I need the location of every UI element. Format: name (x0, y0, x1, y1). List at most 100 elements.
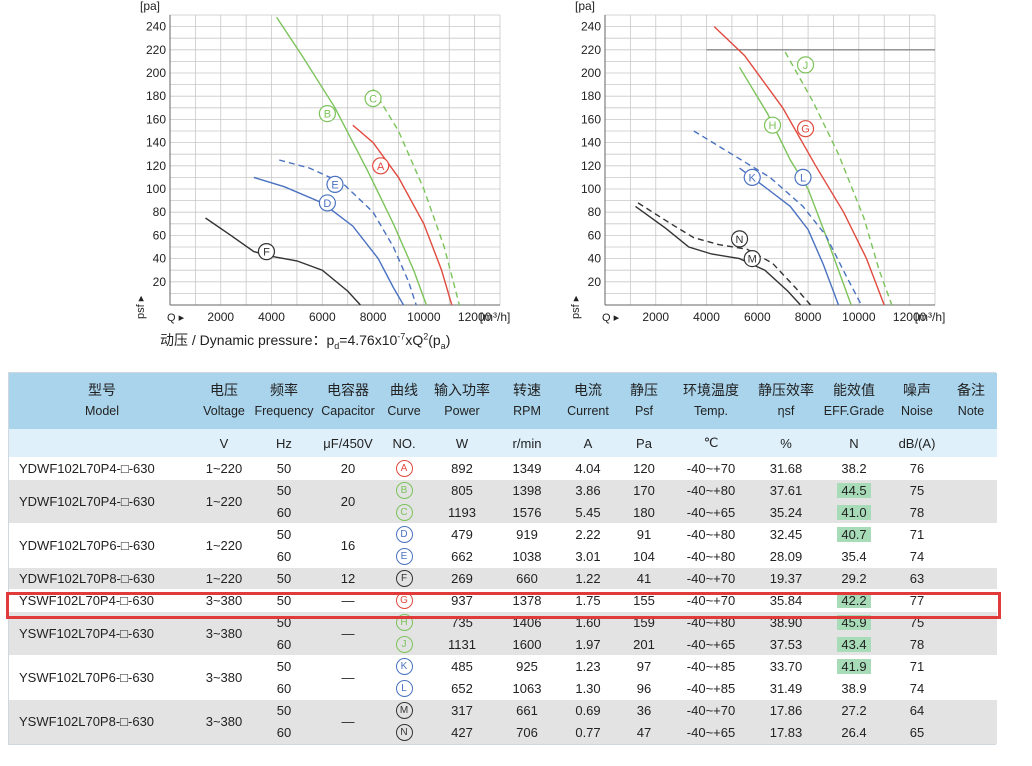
y-tick-label: 240 (581, 20, 601, 34)
table-row: YDWF102L70P8-□-630 1~220 50 12 F 269 660 1.22 41… (9, 567, 997, 590)
current-cell: 5.45 (557, 501, 619, 524)
current-cell: 1.75 (557, 589, 619, 612)
noise-cell: 63 (889, 567, 945, 590)
table-row: YSWF102L70P4-□-630 3~380 50— H 735 1406 1.60 15… (9, 611, 997, 656)
temp-cell: -40~+80 (669, 545, 753, 568)
curve-label-h: H (763, 116, 782, 134)
capacitor-cell: 20 (315, 479, 381, 524)
dynamic-pressure-formula: 动压 / Dynamic pressure：pd=4.76x10-7xQ2(pa… (160, 330, 450, 351)
y-tick-label: 200 (581, 66, 601, 80)
psf-cell: 47 (619, 721, 669, 744)
curve-label-a: A (372, 157, 390, 175)
x-tick-label: 4000 (693, 310, 720, 324)
formula-sub-d: d (334, 340, 340, 351)
noise-cell: 71 (889, 523, 945, 546)
temp-cell: -40~+80 (669, 611, 753, 634)
curve-badge: M (395, 702, 413, 720)
efficiency-cell: 19.37 (753, 567, 819, 590)
voltage-cell: 1~220 (195, 523, 253, 568)
noise-cell: 65 (889, 721, 945, 744)
rpm-cell: 1406 (497, 611, 557, 634)
voltage-cell: 1~220 (195, 567, 253, 590)
temp-cell: -40~+65 (669, 501, 753, 524)
x-tick-label: 2000 (642, 310, 669, 324)
model-cell: YDWF102L70P8-□-630 (9, 567, 195, 590)
curve-label-circle (326, 175, 344, 193)
y-tick-label: 20 (153, 275, 167, 289)
curve-j (784, 51, 893, 306)
psf-cell: 104 (619, 545, 669, 568)
curve-cell: D (381, 523, 427, 546)
header-cell: 转速 RPM (497, 373, 557, 429)
grade-cell: 29.2 (819, 567, 889, 590)
x-axis-symbol: Q ▸ (167, 312, 185, 324)
grade-cell: 44.5 (819, 479, 889, 502)
curve-badge: K (395, 658, 413, 676)
rpm-cell: 706 (497, 721, 557, 744)
curve-label-text: L (800, 172, 806, 184)
y-tick-label: 100 (146, 182, 166, 196)
psf-cell: 170 (619, 479, 669, 502)
header-cn: 能效值 (833, 382, 875, 398)
header-en: ηsf (777, 404, 795, 418)
y-tick-label: 60 (588, 228, 602, 242)
voltage-cell: 3~380 (195, 589, 253, 612)
header-cn: 曲线 (390, 382, 418, 398)
curve-cell: F (381, 567, 427, 590)
header-cell: 噪声 Noise (889, 373, 945, 429)
curve-cell: E (381, 545, 427, 568)
header-cell: 静压 Psf (619, 373, 669, 429)
curve-label-text: F (263, 247, 270, 259)
y-tick-label: 40 (588, 252, 602, 266)
curve-cell: L (381, 677, 427, 700)
curve-d (253, 176, 405, 306)
rpm-cell: 1398 (497, 479, 557, 502)
curve-label-circle (796, 56, 815, 74)
curve-label-circle (318, 194, 336, 212)
y-tick-label: 120 (581, 159, 601, 173)
capacitor-cell: — (315, 655, 381, 700)
curve-cell: H (381, 611, 427, 634)
x-axis-symbol: Q ▸ (602, 312, 620, 324)
table-row: 60 E 662 1038 3.01 104 -40~+80 28.09 35.4 74 (9, 545, 997, 568)
grade-cell: 38.9 (819, 677, 889, 700)
power-cell: 479 (427, 523, 497, 546)
y-tick-label: 40 (153, 252, 167, 266)
frequency-cell: 60 (253, 721, 315, 744)
psf-cell: 36 (619, 699, 669, 722)
frequency-cell: 50 (253, 699, 315, 722)
curve-h (738, 66, 852, 306)
header-cell: 型号 Model (9, 373, 195, 429)
curve-badge: C (395, 503, 413, 521)
header-cell: 输入功率 Power (427, 373, 497, 429)
temp-cell: -40~+65 (669, 633, 753, 656)
psf-cell: 96 (619, 677, 669, 700)
y-tick-label: 20 (588, 275, 602, 289)
note-cell (945, 501, 997, 524)
formula-paren: (p (428, 332, 441, 348)
unit-cell: N (819, 429, 889, 458)
rpm-cell: 1600 (497, 633, 557, 656)
psf-cell: 120 (619, 457, 669, 480)
model-cell: YDWF102L70P6-□-630 (9, 523, 195, 568)
header-en: EFF.Grade (823, 404, 885, 418)
psf-cell: 180 (619, 501, 669, 524)
curve-b (276, 16, 428, 306)
y-tick-label: 160 (146, 112, 166, 126)
unit-cell: V (195, 429, 253, 458)
y-tick-label: 220 (146, 43, 166, 57)
current-cell: 1.30 (557, 677, 619, 700)
header-cn: 噪声 (903, 382, 931, 398)
unit-cell: ℃ (669, 429, 753, 458)
curve-badge: B (395, 482, 413, 500)
noise-cell: 76 (889, 457, 945, 480)
header-en: Note (957, 404, 985, 418)
curve-badge: H (395, 614, 413, 632)
power-cell: 805 (427, 479, 497, 502)
curve-label-b: B (318, 104, 336, 123)
note-cell (945, 633, 997, 656)
curve-label-text: E (331, 179, 338, 191)
table-row: 60 L 652 1063 1.30 96 -40~+85 31.49 38.9 74 (9, 677, 997, 700)
table-row: YDWF102L70P4-□-630 1~220 50 20 B 805 1398 3.86 1… (9, 479, 997, 524)
curve-cell: M (381, 699, 427, 722)
